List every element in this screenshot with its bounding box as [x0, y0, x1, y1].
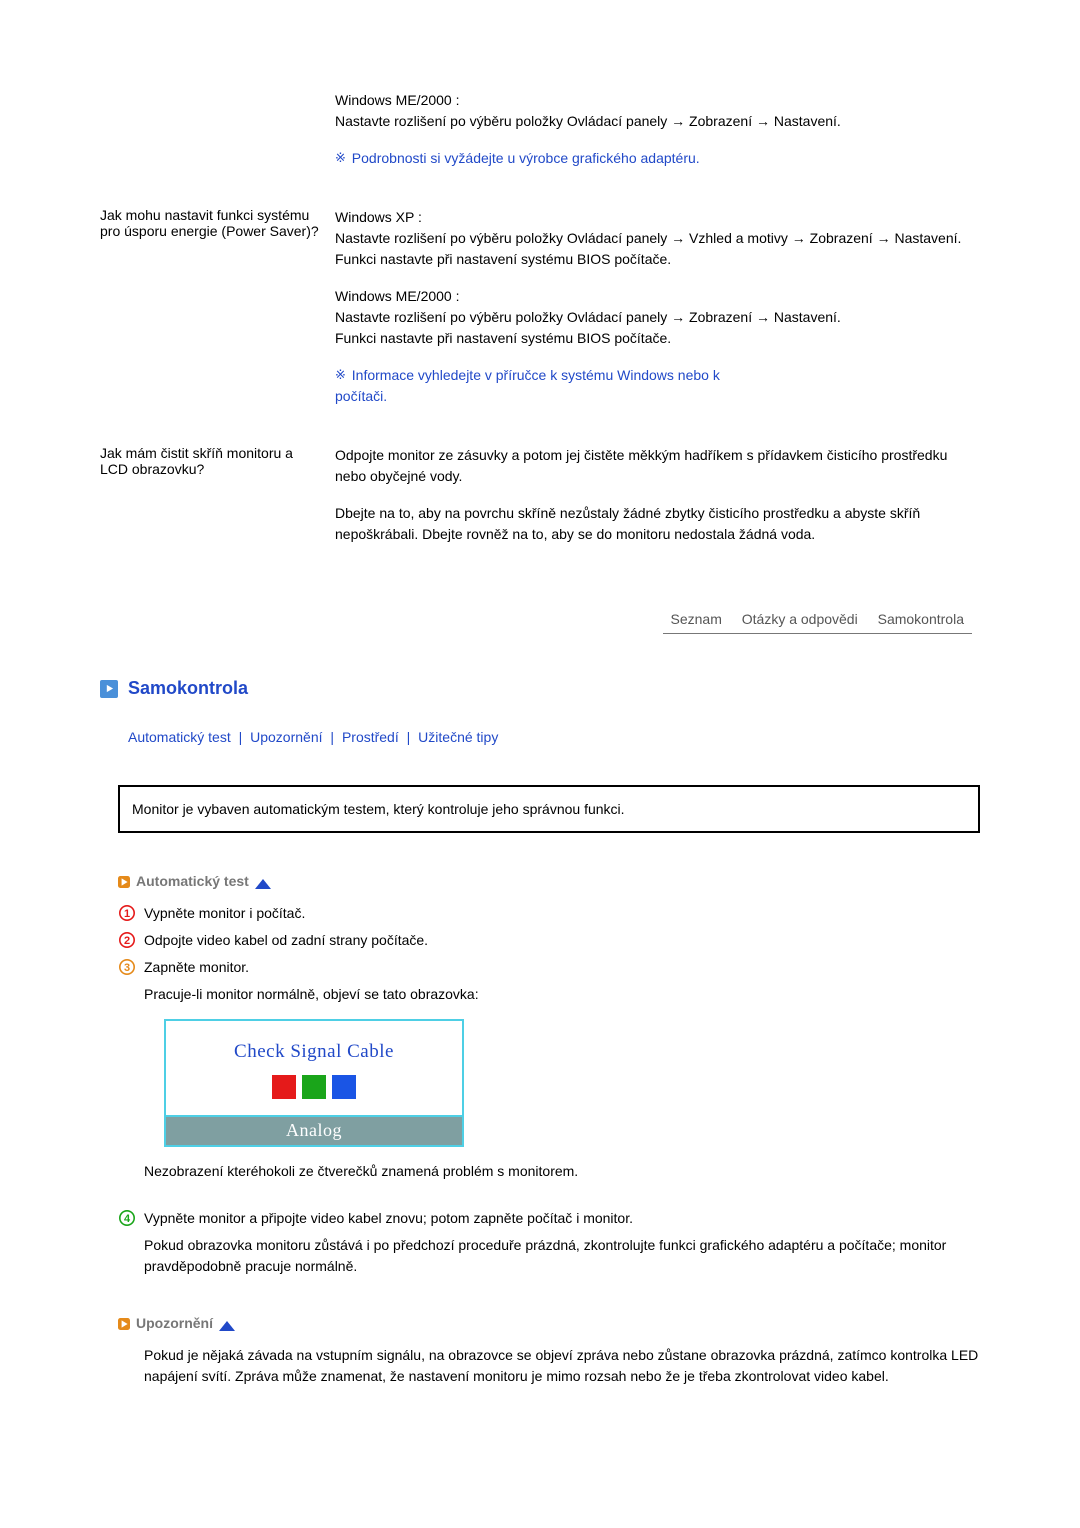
- link-autotest[interactable]: Automatický test: [128, 729, 231, 745]
- section-title-text: Samokontrola: [128, 678, 248, 699]
- nav-tab-otazky[interactable]: Otázky a odpovědi: [742, 611, 858, 627]
- step-number-icon: 3: [118, 958, 136, 976]
- svg-text:4: 4: [124, 1213, 131, 1225]
- warning-heading: Upozornění: [100, 1315, 980, 1331]
- signal-top: Check Signal Cable: [166, 1021, 462, 1117]
- note-text: Informace vyhledejte v příručce k systém…: [335, 367, 720, 404]
- check-signal-box: Check Signal Cable Analog: [164, 1019, 464, 1147]
- qa-answer: Odpojte monitor ze zásuvky a potom jej č…: [335, 445, 980, 561]
- step-1: 1 Vypněte monitor i počítač.: [118, 903, 980, 924]
- step-number-icon: 2: [118, 931, 136, 949]
- step-text: Vypněte monitor i počítač.: [144, 903, 980, 924]
- svg-text:3: 3: [124, 962, 130, 974]
- qa-row: Jak mám čistit skříň monitoru a LCD obra…: [100, 445, 980, 561]
- autotest-heading: Automatický test: [100, 873, 980, 889]
- step-2: 2 Odpojte video kabel od zadní strany po…: [118, 930, 980, 951]
- check-signal-text: Check Signal Cable: [166, 1041, 462, 1063]
- step-number-icon: 4: [118, 1209, 136, 1227]
- qa-para: Windows ME/2000 : Nastavte rozlišení po …: [335, 90, 980, 132]
- warning-text: Pokud je nějaká závada na vstupním signá…: [100, 1345, 980, 1387]
- qa-note: ※ Podrobnosti si vyžádejte u výrobce gra…: [335, 148, 980, 169]
- link-tipy[interactable]: Užitečné tipy: [418, 729, 498, 745]
- blue-square: [332, 1075, 356, 1099]
- section-title: Samokontrola: [100, 678, 980, 699]
- qa-answer: Windows ME/2000 : Nastavte rozlišení po …: [335, 90, 980, 183]
- asterisk-icon: ※: [335, 367, 346, 382]
- qa-question: Jak mám čistit skříň monitoru a LCD obra…: [100, 445, 335, 561]
- autotest-steps: 1 Vypněte monitor i počítač. 2 Odpojte v…: [100, 903, 980, 1277]
- qa-question: [100, 90, 335, 183]
- svg-text:2: 2: [124, 935, 130, 947]
- asterisk-icon: ※: [335, 150, 346, 165]
- analog-label: Analog: [166, 1117, 462, 1145]
- step-text: Zapněte monitor.: [144, 957, 980, 978]
- link-prostredi[interactable]: Prostředí: [342, 729, 399, 745]
- play-icon: [100, 680, 118, 698]
- red-square: [272, 1075, 296, 1099]
- qa-row: Windows ME/2000 : Nastavte rozlišení po …: [100, 90, 980, 183]
- after-signal-text: Nezobrazení kteréhokoli ze čtverečků zna…: [144, 1161, 980, 1182]
- warning-heading-text: Upozornění: [136, 1315, 213, 1331]
- note-text: Podrobnosti si vyžádejte u výrobce grafi…: [352, 150, 700, 166]
- play-icon: [118, 875, 130, 887]
- qa-note: ※ Informace vyhledejte v příručce k syst…: [335, 365, 755, 407]
- qa-para: Dbejte na to, aby na povrchu skříně nezů…: [335, 503, 980, 545]
- section-links: Automatický test | Upozornění | Prostřed…: [100, 729, 980, 745]
- nav-tab-seznam[interactable]: Seznam: [671, 611, 722, 627]
- nav-tab-samokontrola[interactable]: Samokontrola: [878, 611, 964, 627]
- up-triangle-icon[interactable]: [255, 876, 271, 886]
- step-3: 3 Zapněte monitor.: [118, 957, 980, 978]
- autotest-heading-text: Automatický test: [136, 873, 249, 889]
- step-text: Vypněte monitor a připojte video kabel z…: [144, 1208, 980, 1229]
- step-number-icon: 1: [118, 904, 136, 922]
- qa-question: Jak mohu nastavit funkci systému pro úsp…: [100, 207, 335, 421]
- link-upozorneni[interactable]: Upozornění: [250, 729, 322, 745]
- up-triangle-icon[interactable]: [219, 1318, 235, 1328]
- qa-para: Windows XP : Nastavte rozlišení po výběr…: [335, 207, 980, 270]
- qa-para: Windows ME/2000 : Nastavte rozlišení po …: [335, 286, 980, 349]
- step-text: Odpojte video kabel od zadní strany počí…: [144, 930, 980, 951]
- rgb-squares: [166, 1075, 462, 1099]
- nav-tabs: Seznam Otázky a odpovědi Samokontrola: [100, 611, 980, 642]
- green-square: [302, 1075, 326, 1099]
- step-4: 4 Vypněte monitor a připojte video kabel…: [118, 1208, 980, 1229]
- step-4-sub: Pokud obrazovka monitoru zůstává i po př…: [144, 1235, 980, 1277]
- step-3-sub: Pracuje-li monitor normálně, objeví se t…: [144, 984, 980, 1005]
- svg-text:1: 1: [124, 908, 130, 920]
- info-box: Monitor je vybaven automatickým testem, …: [118, 785, 980, 833]
- qa-row: Jak mohu nastavit funkci systému pro úsp…: [100, 207, 980, 421]
- play-icon: [118, 1317, 130, 1329]
- qa-para: Odpojte monitor ze zásuvky a potom jej č…: [335, 445, 980, 487]
- qa-answer: Windows XP : Nastavte rozlišení po výběr…: [335, 207, 980, 421]
- qa-table: Windows ME/2000 : Nastavte rozlišení po …: [100, 90, 980, 561]
